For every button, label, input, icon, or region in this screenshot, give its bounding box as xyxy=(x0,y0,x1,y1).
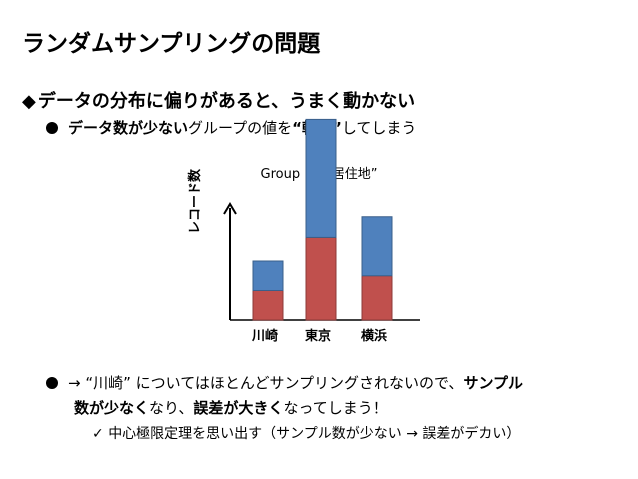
bullet-level2-conclusion: → “川崎” についてはほとんどサンプリングされないので、サンプル xyxy=(46,372,523,393)
bullet-level1-text: データの分布に偏りがあると、うまく動かない xyxy=(37,91,416,112)
bullet3-bold-few: 数が少なく xyxy=(74,399,150,417)
bullet2-text-end: してしまう xyxy=(341,119,417,137)
bullet4-text: 中心極限定理を思い出す（サンプル数が少ない xyxy=(108,426,402,442)
arrow-icon: → xyxy=(68,374,81,392)
x-tick-label: 横浜 xyxy=(361,329,388,344)
bullet3-text: “川崎” についてはほとんどサンプリングされないので、 xyxy=(85,374,464,392)
y-axis-arrowhead xyxy=(223,202,237,215)
bar-red-0 xyxy=(252,290,284,321)
slide-title: ランダムサンプリングの問題 xyxy=(22,31,321,57)
bar-blue-0 xyxy=(252,260,284,291)
check-icon: ✓ xyxy=(92,426,104,442)
bar-blue-2 xyxy=(361,216,393,277)
x-tick-label: 東京 xyxy=(305,329,332,344)
bullet3-bold-sample: サンプル xyxy=(463,374,523,392)
bullet3-bold-error: 誤差が大きく xyxy=(193,399,284,417)
dot-bullet-icon xyxy=(46,122,58,134)
bar-blue-1 xyxy=(305,118,337,238)
bullet-level2-conclusion-cont: 数が少なくなり、誤差が大きくなってしまう！ xyxy=(74,397,388,418)
bar-red-1 xyxy=(305,236,337,321)
bullet2-text: グループの値を xyxy=(188,119,293,137)
bullet2-bold: データ数が少ない xyxy=(68,119,189,137)
bar-red-2 xyxy=(361,275,393,321)
bullet3-text-c: なってしまう！ xyxy=(283,399,388,417)
arrow-icon: → xyxy=(406,426,418,442)
bullet4-text-end: 誤差がデカい） xyxy=(422,426,521,442)
dot-bullet-icon xyxy=(46,377,58,389)
bullet3-text-b: なり、 xyxy=(149,399,194,417)
bullet-level3: ✓ 中心極限定理を思い出す（サンプル数が少ない → 誤差がデカい） xyxy=(92,423,520,443)
diamond-bullet-icon: ◆ xyxy=(22,91,36,112)
x-tick-label: 川崎 xyxy=(252,329,279,344)
bullet-level1: ◆ データの分布に偏りがあると、うまく動かない xyxy=(22,87,415,113)
